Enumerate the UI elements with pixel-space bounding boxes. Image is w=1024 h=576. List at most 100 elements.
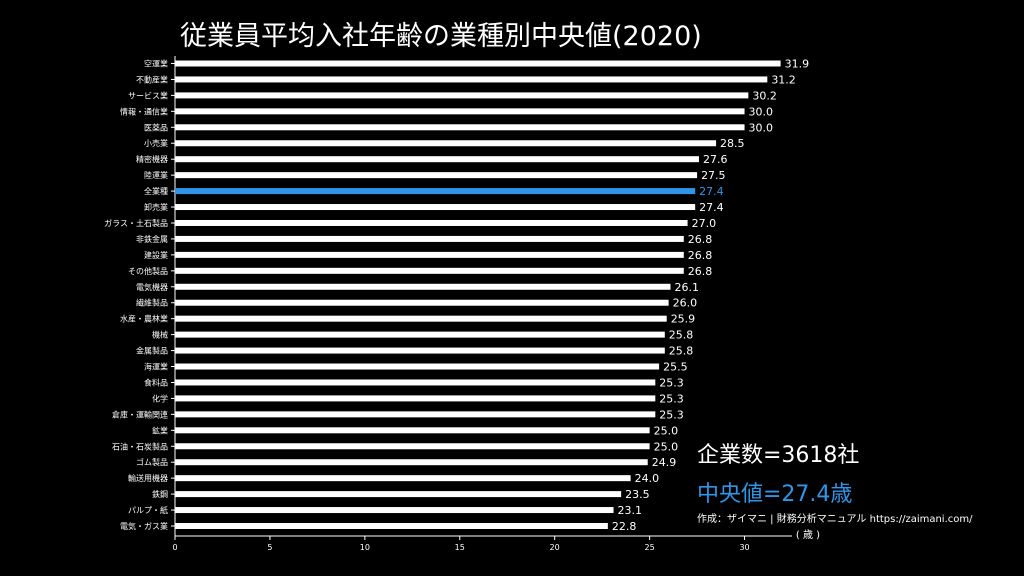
category-label-14: 電気機器: [136, 282, 168, 292]
category-label-13: その他製品: [128, 266, 168, 276]
category-label-9: 卸売業: [144, 202, 168, 212]
value-label-10: 27.0: [692, 217, 717, 230]
category-label-10: ガラス・土石製品: [104, 218, 168, 228]
chart-title: 従業員平均入社年齢の業種別中央値(2020): [180, 21, 702, 52]
x-tick-label-3: 15: [455, 543, 465, 552]
bar-4: [175, 124, 745, 131]
bar-25: [175, 459, 648, 466]
value-label-20: 25.3: [659, 376, 684, 389]
value-label-18: 25.8: [669, 345, 694, 358]
company-count-stat: 企業数=3618社: [697, 443, 860, 468]
x-tick-label-2: 10: [360, 543, 370, 552]
value-label-28: 23.1: [618, 504, 643, 517]
bar-28: [175, 507, 614, 514]
value-label-1: 31.2: [771, 73, 796, 86]
x-tick-label-4: 20: [550, 543, 560, 552]
category-label-21: 化学: [152, 393, 168, 403]
value-label-11: 26.8: [688, 233, 713, 246]
category-label-15: 繊維製品: [136, 298, 168, 308]
bar-16: [175, 315, 667, 322]
bar-27: [175, 491, 622, 498]
bar-18: [175, 347, 665, 354]
x-tick-label-1: 5: [267, 543, 272, 552]
value-label-7: 27.5: [701, 169, 726, 182]
value-label-25: 24.9: [652, 456, 677, 469]
value-label-24: 25.0: [654, 440, 679, 453]
value-label-12: 26.8: [688, 249, 713, 262]
bar-21: [175, 395, 656, 402]
bar-3: [175, 108, 745, 115]
bar-13: [175, 267, 684, 274]
category-label-8: 全業種: [144, 186, 168, 196]
median-stat: 中央値=27.4歳: [697, 482, 853, 507]
bar-14: [175, 283, 671, 290]
bar-2: [175, 92, 749, 99]
bar-22: [175, 411, 656, 418]
bar-0: [175, 60, 781, 67]
x-tick-label-0: 0: [172, 543, 177, 552]
value-label-3: 30.0: [749, 105, 774, 118]
x-tick-label-5: 25: [645, 543, 655, 552]
value-label-14: 26.1: [674, 281, 699, 294]
bar-9: [175, 204, 696, 211]
category-label-20: 食料品: [144, 377, 168, 387]
bar-23: [175, 427, 650, 434]
category-label-23: 鉱業: [152, 425, 168, 435]
category-label-17: 機械: [152, 330, 168, 340]
bar-10: [175, 219, 688, 226]
category-label-5: 小売業: [144, 138, 168, 148]
bar-26: [175, 475, 631, 482]
category-label-6: 精密機器: [136, 154, 168, 164]
bar-5: [175, 140, 717, 147]
bar-8: [175, 188, 696, 195]
category-label-2: サービス業: [128, 90, 168, 100]
value-label-26: 24.0: [635, 472, 660, 485]
bar-17: [175, 331, 665, 338]
category-label-11: 非鉄金属: [136, 234, 168, 244]
value-label-17: 25.8: [669, 329, 694, 342]
value-label-4: 30.0: [749, 121, 774, 134]
bar-19: [175, 363, 660, 370]
bar-29: [175, 523, 608, 529]
bar-20: [175, 379, 656, 386]
value-label-15: 26.0: [673, 297, 698, 310]
value-label-16: 25.9: [671, 313, 696, 326]
value-label-5: 28.5: [720, 137, 745, 150]
bar-11: [175, 235, 684, 242]
value-label-23: 25.0: [654, 424, 679, 437]
category-label-25: ゴム製品: [136, 457, 168, 467]
bar-1: [175, 76, 768, 83]
category-label-19: 海運業: [144, 362, 168, 372]
value-label-29: 22.8: [612, 520, 637, 533]
bar-6: [175, 156, 699, 163]
bar-24: [175, 443, 650, 450]
category-label-4: 医薬品: [144, 122, 168, 132]
value-label-22: 25.3: [659, 408, 684, 421]
category-label-7: 陸運業: [144, 170, 168, 180]
category-label-26: 輸送用機器: [128, 473, 168, 483]
credit-text: 作成：ザイマニ | 財務分析マニュアル https://zaimani.com/: [697, 514, 973, 525]
x-axis-label: ( 歳 ): [796, 529, 820, 541]
category-label-24: 石油・石炭製品: [112, 441, 168, 451]
value-label-21: 25.3: [659, 392, 684, 405]
category-label-3: 情報・通信業: [120, 106, 168, 116]
value-label-13: 26.8: [688, 265, 713, 278]
category-label-1: 不動産業: [136, 74, 168, 84]
category-label-18: 金属製品: [136, 346, 168, 356]
category-label-29: 電気・ガス業: [120, 521, 168, 531]
value-label-8: 27.4: [699, 185, 724, 198]
value-label-19: 25.5: [663, 361, 688, 374]
bar-7: [175, 172, 698, 179]
category-label-16: 水産・農林業: [120, 314, 168, 324]
value-label-9: 27.4: [699, 201, 724, 214]
bar-12: [175, 251, 684, 258]
category-label-0: 空運業: [144, 59, 168, 69]
x-tick-label-6: 30: [739, 543, 749, 552]
value-label-2: 30.2: [752, 89, 777, 102]
category-label-22: 倉庫・運輸関連: [112, 409, 168, 419]
bar-15: [175, 299, 669, 306]
category-label-27: 鉄鋼: [152, 489, 168, 499]
value-label-0: 31.9: [785, 58, 810, 71]
value-label-27: 23.5: [625, 488, 650, 501]
